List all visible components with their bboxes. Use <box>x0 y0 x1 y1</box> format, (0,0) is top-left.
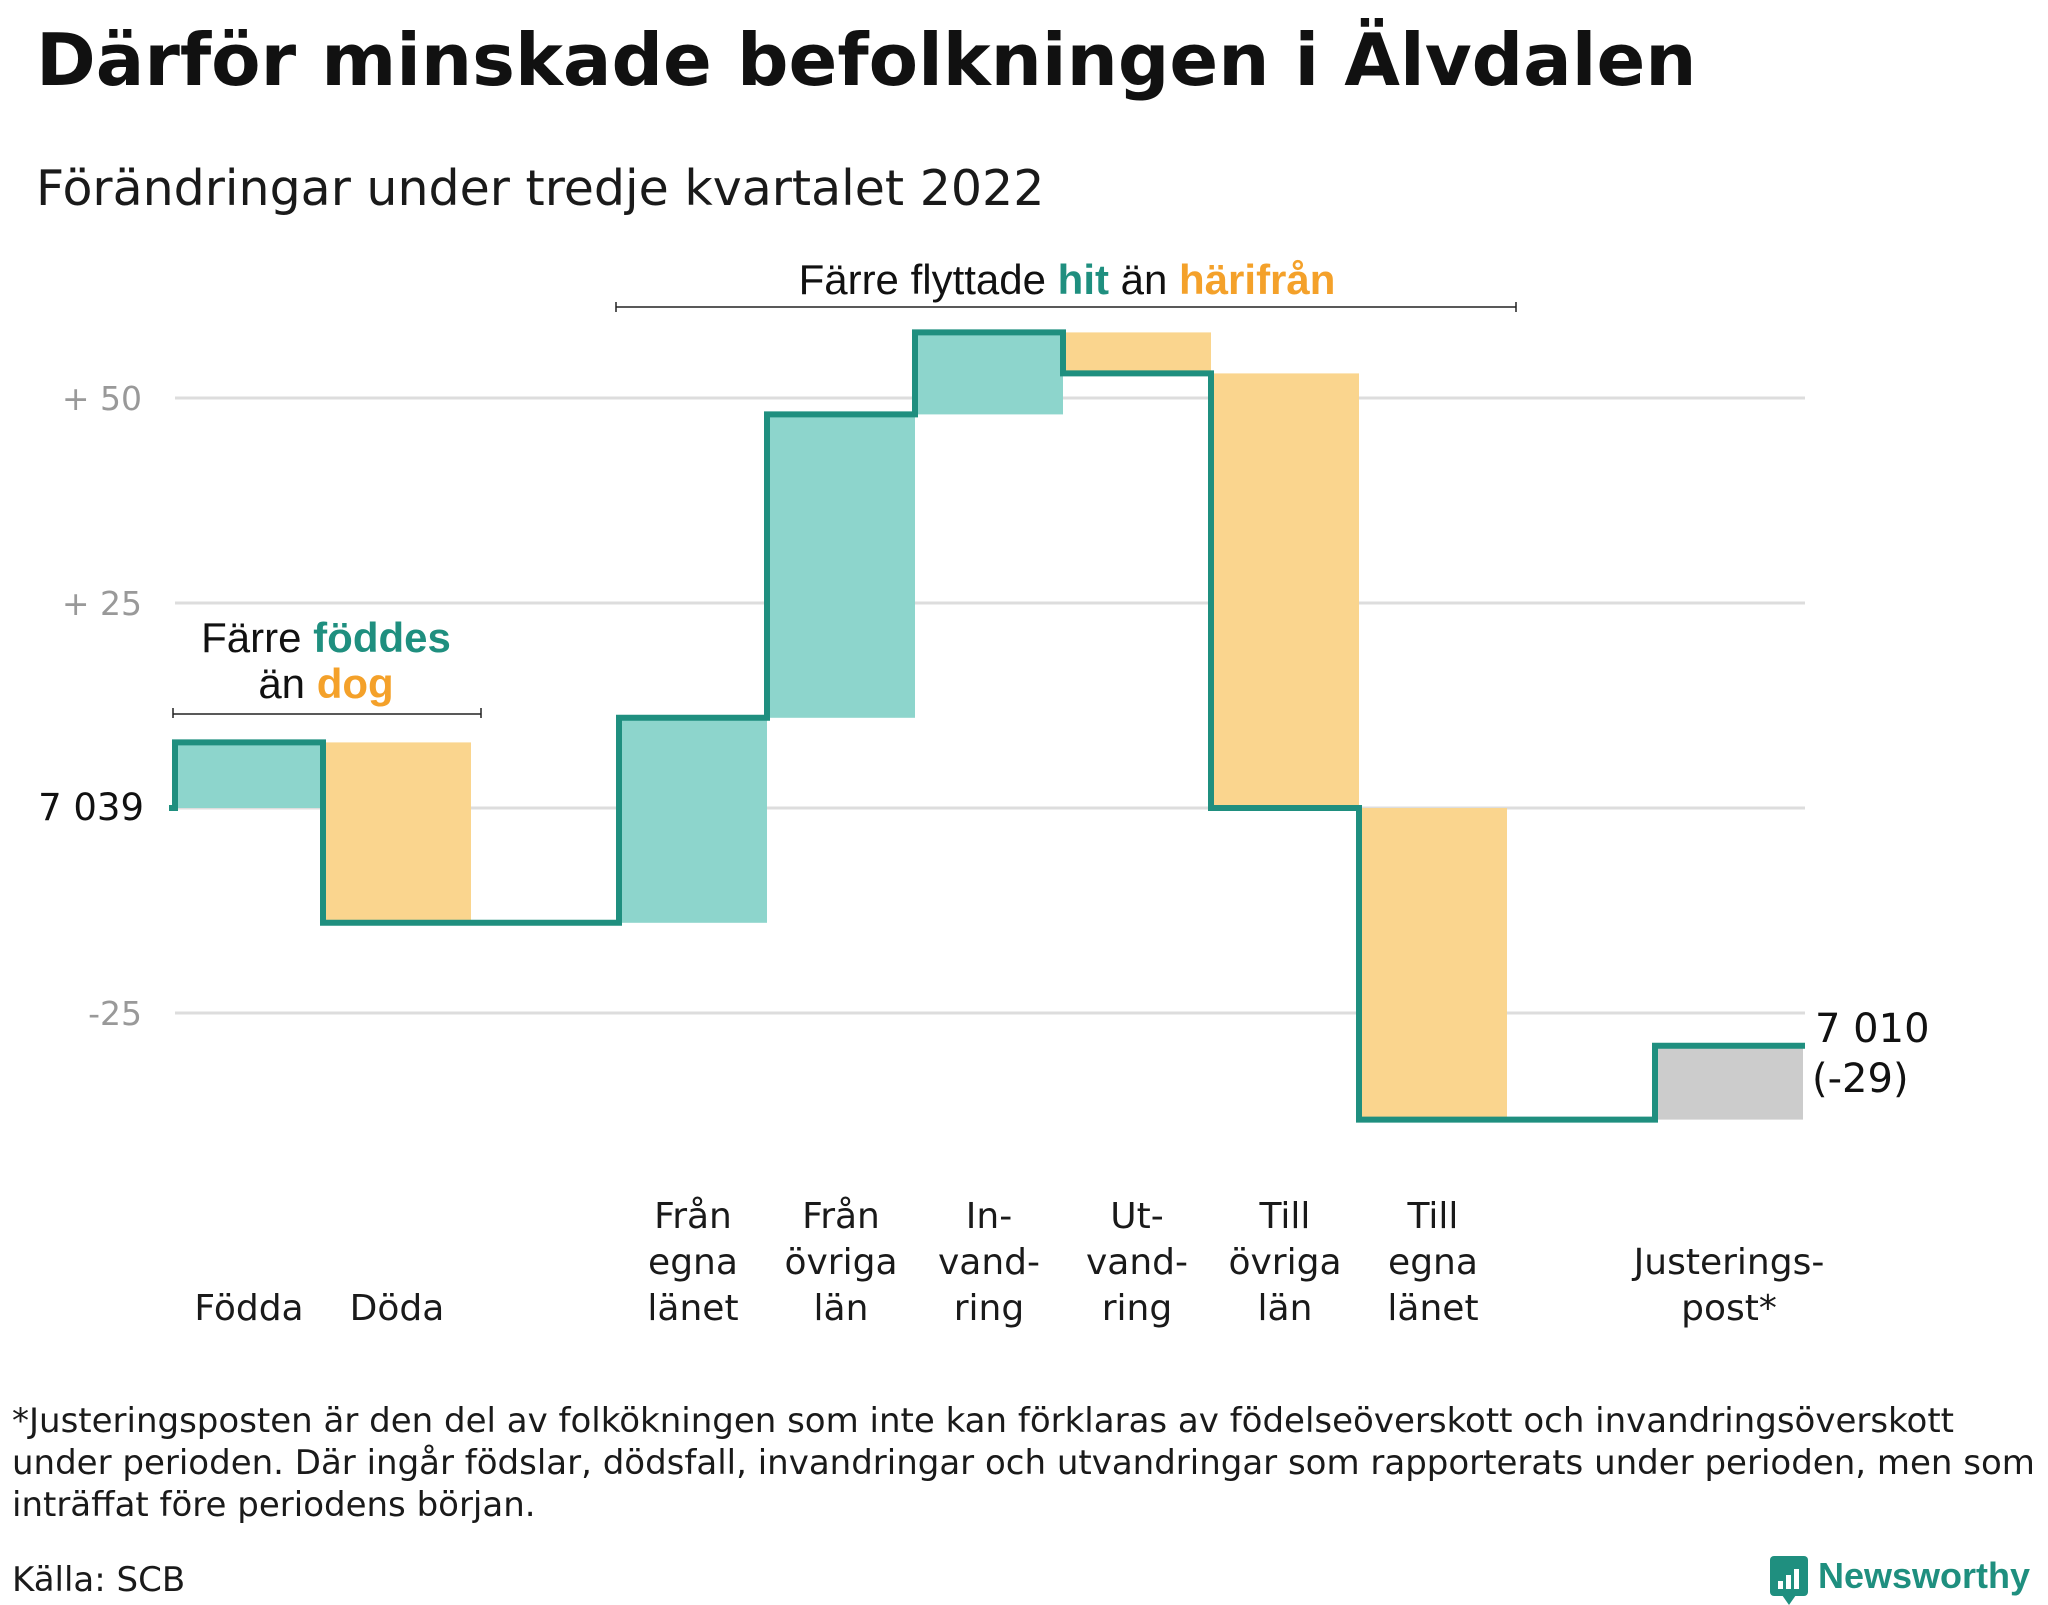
brand-name: Newsworthy <box>1817 1555 2030 1596</box>
category-label: Från <box>654 1196 732 1237</box>
births-annotation: Färre föddes <box>201 614 451 661</box>
category-label: län <box>814 1288 869 1329</box>
waterfall-chart: + 50 + 25 7 039 -25 Födda Döda Från egna länet Fr… <box>38 256 1930 1329</box>
newsworthy-logo-icon <box>1769 1556 1808 1605</box>
start-value-label: 7 039 <box>38 786 144 829</box>
waterfall-bar <box>175 742 323 808</box>
category-label: Ut- <box>1110 1196 1163 1237</box>
category-label: egna <box>1388 1242 1478 1283</box>
end-change-label: (-29) <box>1812 1056 1909 1102</box>
waterfall-bar <box>1655 1045 1803 1120</box>
source-label: Källa: SCB <box>12 1560 186 1600</box>
category-label: Från <box>802 1196 880 1237</box>
waterfall-bar <box>323 742 471 923</box>
y-tick-label: + 25 <box>62 584 142 623</box>
category-label: ring <box>954 1288 1024 1329</box>
category-label: Födda <box>194 1288 303 1329</box>
waterfall-bar <box>1211 373 1359 808</box>
births-annotation: än dog <box>258 660 393 707</box>
category-label: Till <box>1259 1196 1311 1237</box>
waterfall-bar <box>915 332 1063 415</box>
footnote: *Justeringsposten är den del av folkökni… <box>12 1401 2035 1525</box>
category-label: ring <box>1102 1288 1172 1329</box>
waterfall-bar <box>1359 808 1507 1120</box>
cumulative-line <box>169 329 1805 1123</box>
waterfall-bar <box>1063 332 1211 374</box>
end-value-label: 7 010 <box>1815 1006 1930 1052</box>
waterfall-bar <box>767 414 915 718</box>
chart-subtitle: Förändringar under tredje kvartalet 2022 <box>36 160 1045 217</box>
category-label: län <box>1258 1288 1313 1329</box>
category-label: Till <box>1407 1196 1459 1237</box>
moves-bracket <box>615 302 1517 312</box>
births-bracket <box>172 708 482 718</box>
y-tick-label: + 50 <box>62 379 142 418</box>
chart-title: Därför minskade befolkningen i Älvdalen <box>36 18 1697 102</box>
waterfall-bar <box>619 717 767 923</box>
brand-logo: Newsworthy <box>1769 1555 2030 1605</box>
y-tick-label: -25 <box>88 994 142 1033</box>
moves-annotation: Färre flyttade hit än härifrån <box>799 256 1336 303</box>
category-label: övriga <box>784 1242 897 1283</box>
category-label: In- <box>966 1196 1012 1237</box>
category-label: länet <box>1387 1288 1478 1329</box>
category-label: länet <box>647 1288 738 1329</box>
category-label: post* <box>1681 1288 1777 1329</box>
category-label: övriga <box>1228 1242 1341 1283</box>
category-label: vand- <box>1086 1242 1188 1283</box>
category-label: vand- <box>938 1242 1040 1283</box>
category-label: egna <box>648 1242 738 1283</box>
category-label: Justerings- <box>1632 1242 1825 1283</box>
category-label: Döda <box>350 1288 445 1329</box>
